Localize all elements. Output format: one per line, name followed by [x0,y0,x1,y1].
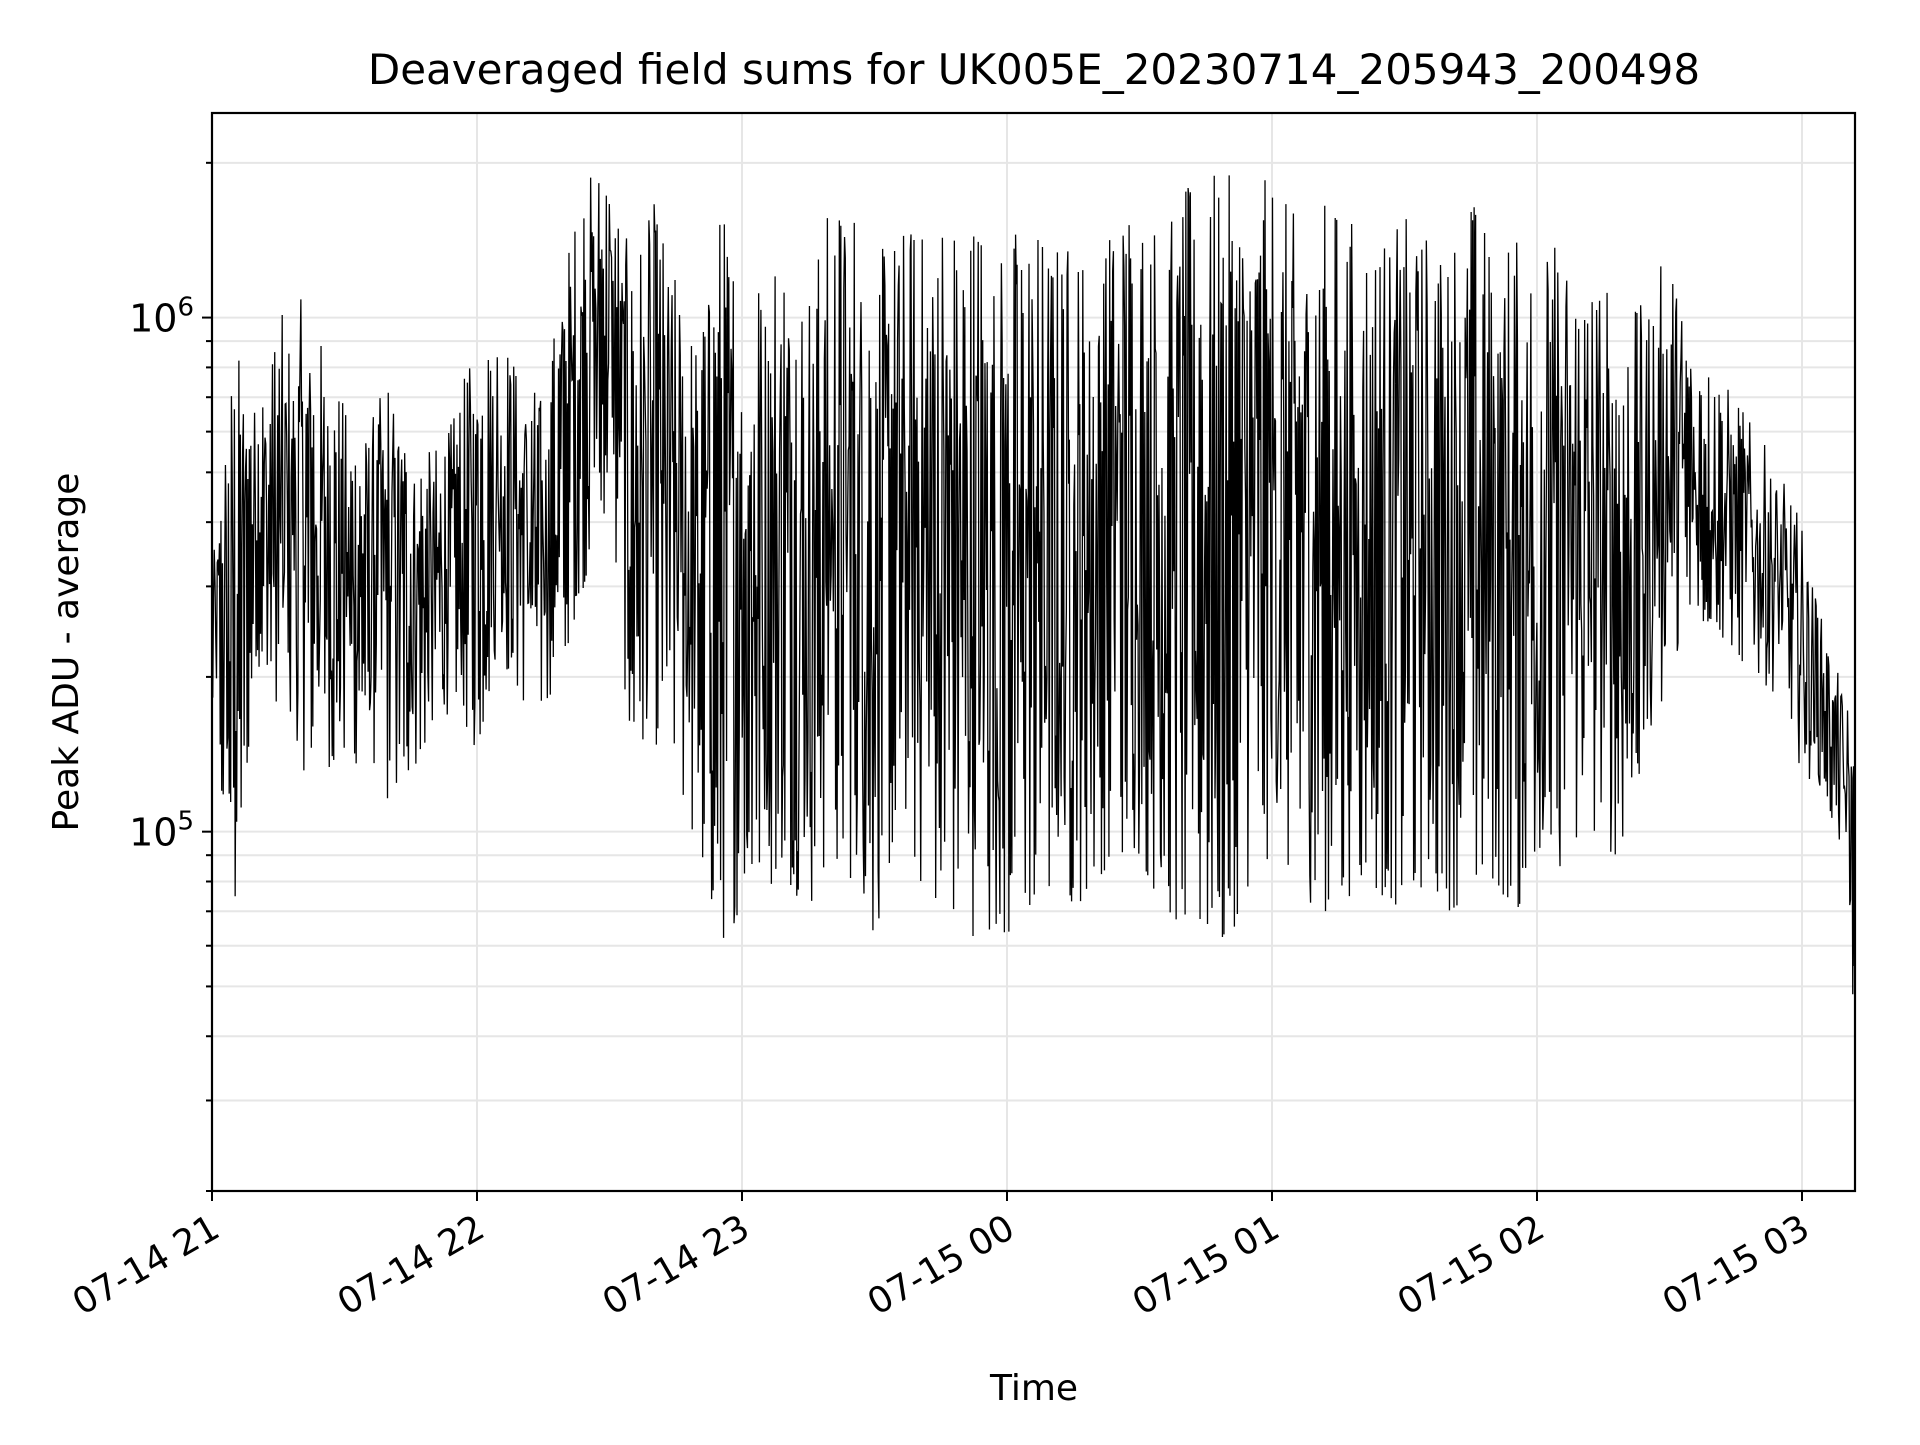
series-layer [211,175,1856,995]
plot-frame [210,111,1857,1193]
chart-title: Deaveraged field sums for UK005E_2023071… [368,45,1700,94]
series-line [211,175,1856,995]
y-tick-label: 105 [129,807,194,855]
x-axis-label: Time [989,1368,1078,1409]
y-axis-label: Peak ADU - average [46,473,87,832]
y-tick-label: 106 [129,293,194,341]
